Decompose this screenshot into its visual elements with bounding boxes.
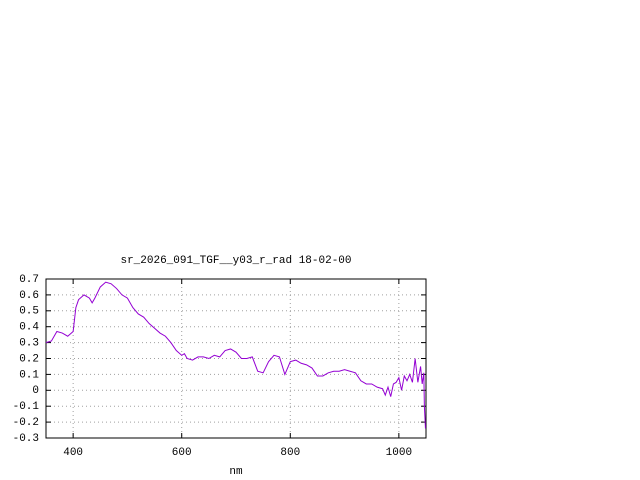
y-tick-label: 0.3 [19,338,39,350]
y-tick-label: 0 [32,385,39,397]
y-tick-label: -0.1 [13,401,40,413]
x-tick-label: 600 [172,447,192,459]
y-tick-label: 0.5 [19,306,39,318]
plot-frame [45,278,427,439]
y-tick-label: -0.3 [13,433,39,445]
y-tick-label: 0.7 [19,274,39,286]
x-axis-label: nm [229,466,243,478]
y-tick-label: 0.4 [19,322,39,334]
x-tick-label: 800 [280,447,300,459]
y-tick-label: 0.6 [19,290,39,302]
y-tick-label: 0.1 [19,369,39,381]
data-line [45,281,426,429]
y-tick-label: -0.2 [13,417,39,429]
x-tick-label: 1000 [386,447,412,459]
y-tick-label: 0.2 [19,353,39,365]
x-tick-label: 400 [63,447,83,459]
chart-title: sr_2026_091_TGF__y03_r_rad 18-02-00 [120,255,351,267]
